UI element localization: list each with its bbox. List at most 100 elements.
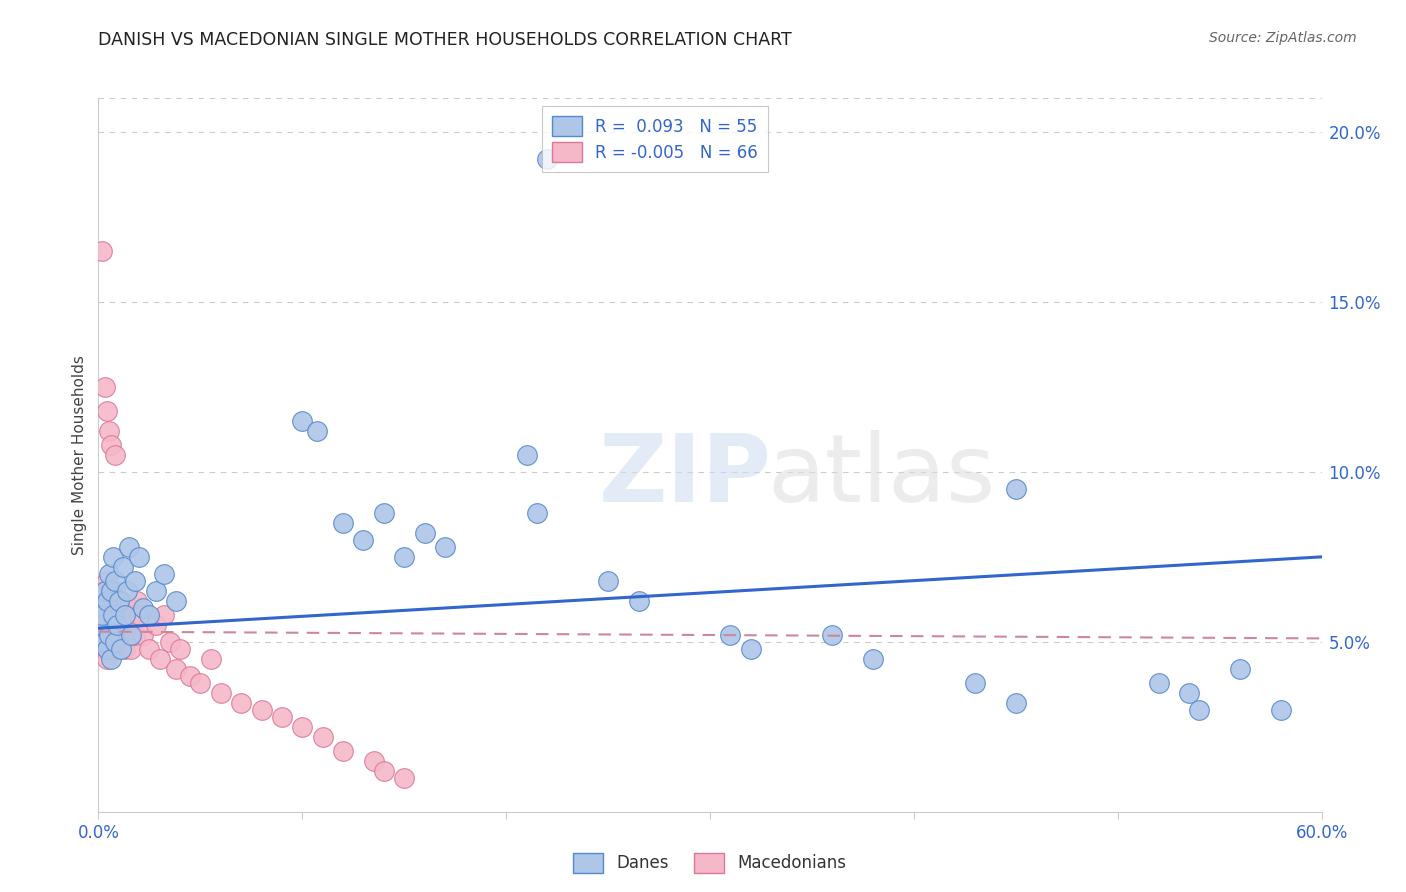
Text: ZIP: ZIP (599, 430, 772, 523)
Point (291, 720, 314, 734)
Point (149, 652, 172, 666)
Point (305, 424, 328, 438)
Point (127, 594, 149, 608)
Point (1004, 696, 1026, 710)
Point (93, 600, 115, 615)
Point (179, 669, 201, 683)
Point (165, 594, 187, 608)
Point (413, 526, 436, 541)
Point (526, 506, 548, 520)
Point (93, 583, 115, 598)
Point (97, 607, 120, 622)
Point (96, 652, 118, 666)
Legend: R =  0.093   N = 55, R = -0.005   N = 66: R = 0.093 N = 55, R = -0.005 N = 66 (541, 106, 768, 171)
Point (1147, 675, 1170, 690)
Point (169, 641, 191, 656)
Point (114, 600, 136, 615)
Point (392, 771, 416, 785)
Point (138, 641, 160, 656)
Point (110, 641, 132, 656)
Point (1229, 662, 1251, 676)
Point (96, 617, 118, 632)
Point (104, 583, 127, 598)
Point (91, 641, 114, 656)
Point (101, 600, 124, 615)
Text: DANISH VS MACEDONIAN SINGLE MOTHER HOUSEHOLDS CORRELATION CHART: DANISH VS MACEDONIAN SINGLE MOTHER HOUSE… (98, 31, 792, 49)
Point (1004, 482, 1026, 496)
Point (101, 607, 124, 622)
Point (110, 594, 132, 608)
Point (120, 641, 142, 656)
Point (392, 549, 416, 564)
Point (93, 635, 115, 649)
Point (100, 641, 122, 656)
Point (132, 628, 155, 642)
Point (231, 696, 253, 710)
Point (105, 628, 128, 642)
Point (108, 641, 131, 656)
Point (1178, 686, 1201, 700)
Point (373, 506, 395, 520)
Point (104, 607, 127, 622)
Point (209, 686, 232, 700)
Point (516, 448, 538, 462)
Point (132, 600, 155, 615)
Point (97, 628, 120, 642)
Point (270, 709, 294, 723)
Point (91, 628, 114, 642)
Point (1270, 703, 1292, 717)
Point (152, 607, 174, 622)
Point (627, 594, 650, 608)
Point (118, 600, 141, 615)
Point (598, 574, 620, 588)
Point (145, 583, 167, 598)
Point (101, 549, 124, 564)
Point (104, 635, 127, 649)
Point (101, 635, 124, 649)
Point (100, 652, 122, 666)
Point (93, 380, 115, 394)
Point (111, 560, 134, 574)
Point (128, 549, 150, 564)
Point (97, 424, 120, 438)
Point (118, 617, 141, 632)
Point (152, 566, 174, 581)
Point (104, 574, 127, 588)
Point (188, 675, 212, 690)
Point (110, 607, 132, 622)
Point (108, 617, 131, 632)
Point (104, 448, 127, 462)
Point (821, 628, 844, 642)
Point (740, 641, 762, 656)
Point (128, 607, 150, 622)
Point (114, 641, 136, 656)
Point (93, 583, 115, 598)
Point (96, 403, 118, 417)
Point (434, 540, 457, 554)
Point (1188, 703, 1211, 717)
Point (115, 628, 138, 642)
Text: atlas: atlas (768, 430, 995, 523)
Point (332, 516, 354, 530)
Point (111, 617, 134, 632)
Point (97, 600, 120, 615)
Point (536, 153, 558, 167)
Point (97, 566, 120, 581)
Point (89, 594, 111, 608)
Point (91, 607, 114, 622)
Point (200, 652, 222, 666)
Point (373, 764, 395, 778)
Point (965, 675, 987, 690)
Point (291, 414, 314, 428)
Point (89, 600, 111, 615)
Point (100, 583, 122, 598)
Point (115, 583, 138, 598)
Point (114, 607, 136, 622)
Point (720, 628, 742, 642)
Point (138, 607, 160, 622)
Point (312, 730, 335, 744)
Point (332, 743, 354, 757)
Point (96, 574, 118, 588)
Point (105, 600, 128, 615)
Point (100, 438, 122, 452)
